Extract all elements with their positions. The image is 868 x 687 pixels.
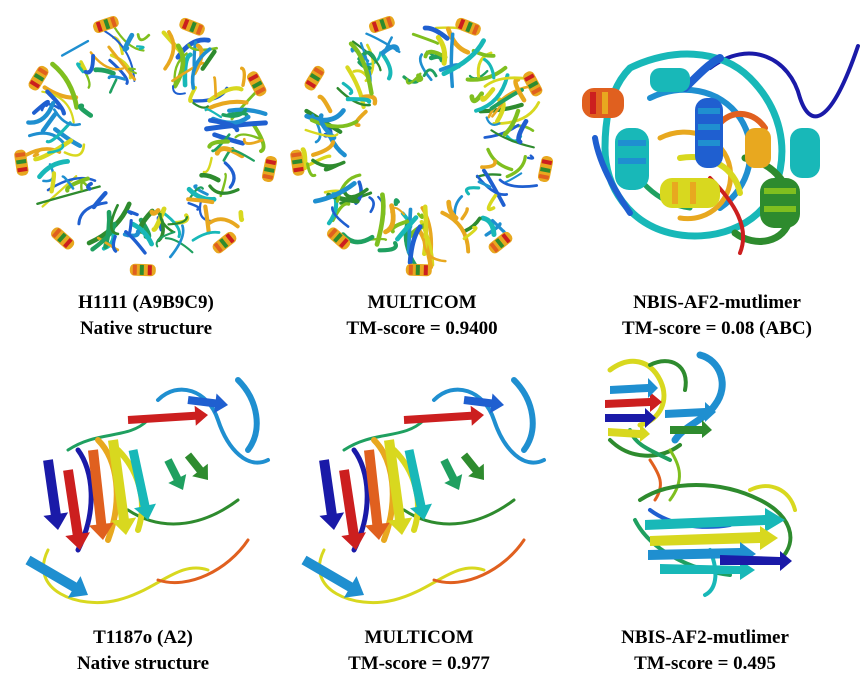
- h1111-multicom-caption: MULTICOM TM-score = 0.9400: [286, 290, 558, 342]
- beta-fold-multicom: [301, 377, 546, 605]
- beta-fold-nbis: [605, 351, 797, 597]
- t1187o-nbis-caption: NBIS-AF2-mutlimer TM-score = 0.495: [570, 625, 840, 677]
- caption-title: MULTICOM: [367, 292, 477, 313]
- caption-subtitle: TM-score = 0.08 (ABC): [622, 318, 812, 339]
- caption-title: NBIS-AF2-mutlimer: [633, 292, 801, 313]
- h1111-nbis-structure-image: [560, 28, 860, 258]
- h1111-native-structure-image: [10, 8, 282, 280]
- h1111-multicom-structure-image: [286, 8, 558, 280]
- beta-fold-native: [25, 377, 270, 605]
- caption-title: NBIS-AF2-mutlimer: [621, 627, 789, 648]
- caption-subtitle: TM-score = 0.977: [348, 653, 490, 674]
- t1187o-nbis-structure-image: [590, 350, 810, 600]
- h1111-native-caption: H1111 (A9B9C9) Native structure: [10, 290, 282, 342]
- caption-subtitle: TM-score = 0.9400: [346, 318, 498, 339]
- h1111-nbis-caption: NBIS-AF2-mutlimer TM-score = 0.08 (ABC): [572, 290, 862, 342]
- caption-title: MULTICOM: [364, 627, 474, 648]
- t1187o-multicom-caption: MULTICOM TM-score = 0.977: [284, 625, 554, 677]
- compact-fold-nbis: [582, 44, 860, 255]
- caption-title: T1187o (A2): [93, 627, 193, 648]
- t1187o-native-caption: T1187o (A2) Native structure: [8, 625, 278, 677]
- caption-subtitle: TM-score = 0.495: [634, 653, 776, 674]
- caption-title: H1111 (A9B9C9): [78, 292, 214, 313]
- t1187o-native-structure-image: [8, 360, 278, 610]
- ring-assembly-native: [14, 16, 278, 277]
- caption-subtitle: Native structure: [76, 653, 210, 674]
- ring-assembly-multicom: [290, 16, 554, 277]
- caption-subtitle: Native structure: [79, 318, 213, 339]
- t1187o-multicom-structure-image: [284, 360, 554, 610]
